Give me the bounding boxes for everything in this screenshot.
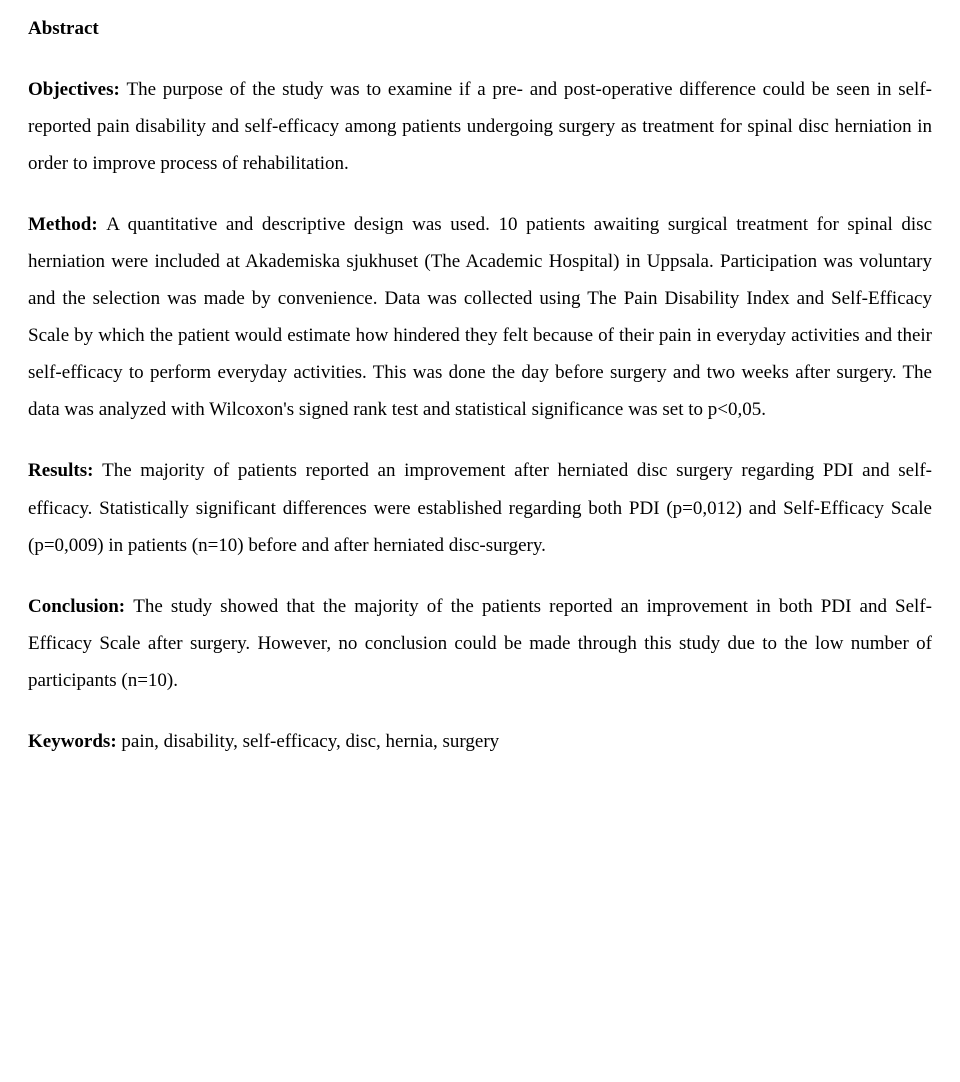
keywords-text: pain, disability, self-efficacy, disc, h…: [121, 731, 499, 752]
objectives-label: Objectives:: [28, 79, 127, 100]
abstract-heading: Abstract: [28, 10, 932, 47]
keywords-paragraph: Keywords: pain, disability, self-efficac…: [28, 723, 932, 760]
conclusion-text: The study showed that the majority of th…: [28, 596, 932, 691]
method-label: Method:: [28, 214, 106, 235]
conclusion-label: Conclusion:: [28, 596, 133, 617]
conclusion-paragraph: Conclusion: The study showed that the ma…: [28, 588, 932, 699]
objectives-text: The purpose of the study was to examine …: [28, 79, 932, 174]
keywords-label: Keywords:: [28, 731, 121, 752]
method-paragraph: Method: A quantitative and descriptive d…: [28, 206, 932, 428]
objectives-paragraph: Objectives: The purpose of the study was…: [28, 71, 932, 182]
results-text: The majority of patients reported an imp…: [28, 460, 932, 555]
results-label: Results:: [28, 460, 102, 481]
method-text: A quantitative and descriptive design wa…: [28, 214, 932, 420]
results-paragraph: Results: The majority of patients report…: [28, 452, 932, 563]
